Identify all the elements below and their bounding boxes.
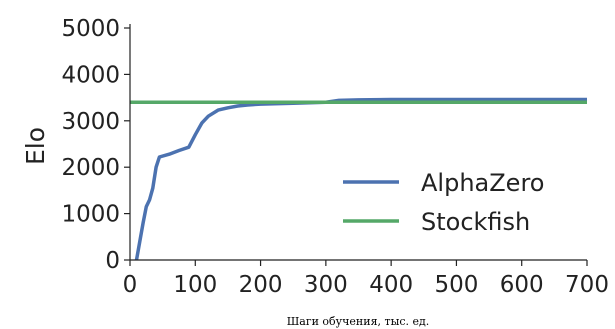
y-tick-label: 4000 bbox=[61, 62, 120, 88]
series-line-alphazero bbox=[134, 97, 587, 261]
x-tick-label: 700 bbox=[565, 272, 609, 298]
x-tick-label: 400 bbox=[369, 272, 413, 298]
x-tick-label: 300 bbox=[304, 272, 348, 298]
legend-label-alphazero: AlphaZero bbox=[421, 169, 544, 197]
legend-label-stockfish: Stockfish bbox=[421, 208, 530, 236]
x-axis-title: Шаги обучения, тыс. ед. bbox=[287, 315, 430, 328]
y-tick-label: 5000 bbox=[61, 16, 120, 42]
x-tick-label: 100 bbox=[173, 272, 217, 298]
y-axis: 0 1000 2000 3000 4000 5000 bbox=[61, 16, 131, 274]
y-tick-label: 1000 bbox=[61, 202, 120, 228]
legend: AlphaZero Stockfish bbox=[343, 169, 544, 236]
plot-area bbox=[130, 97, 587, 261]
x-tick-label: 200 bbox=[239, 272, 283, 298]
x-axis: 0 100 200 300 400 500 600 700 bbox=[123, 259, 609, 298]
y-tick-label: 0 bbox=[105, 248, 120, 274]
x-tick-label: 600 bbox=[500, 272, 544, 298]
y-tick-label: 2000 bbox=[61, 155, 120, 181]
y-axis-title: Elo bbox=[21, 127, 50, 165]
x-tick-label: 0 bbox=[123, 272, 138, 298]
y-tick-label: 3000 bbox=[61, 109, 120, 135]
x-tick-label: 500 bbox=[434, 272, 478, 298]
